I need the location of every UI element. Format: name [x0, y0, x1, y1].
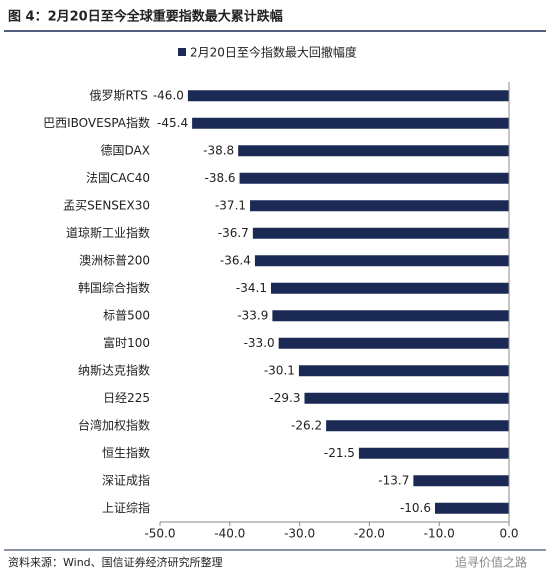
y-tick-label: 标普500 [103, 308, 150, 322]
x-tick-label: -40.0 [214, 527, 245, 541]
bar [358, 447, 509, 459]
y-tick-label: 孟买SENSEX30 [63, 198, 150, 212]
bar [298, 365, 509, 377]
y-tick-label: 上证综指 [102, 500, 150, 515]
x-tick-label: -30.0 [284, 527, 315, 541]
value-label: -38.6 [205, 171, 236, 185]
legend-swatch [178, 48, 186, 56]
y-tick-label: 富时100 [103, 335, 150, 350]
bar [278, 337, 509, 349]
value-label: -38.8 [203, 143, 234, 157]
y-tick-label: 法国CAC40 [86, 171, 150, 185]
bar [250, 200, 510, 212]
y-tick-label: 巴西IBOVESPA指数 [43, 115, 150, 130]
y-tick-label: 纳斯达克指数 [78, 362, 150, 377]
value-label: -36.4 [220, 253, 251, 267]
x-tick-label: 0.0 [499, 527, 518, 541]
x-tick-label: -20.0 [354, 527, 385, 541]
bar [272, 310, 509, 322]
bar [239, 172, 509, 184]
value-label: -30.1 [264, 363, 295, 377]
value-label: -33.0 [244, 336, 275, 350]
chart-title: 图 4：2月20日至今全球重要指数最大累计跌幅 [8, 9, 283, 25]
value-label: -10.6 [400, 501, 431, 515]
y-tick-label: 日经225 [103, 391, 150, 405]
legend-label: 2月20日至今指数最大回撤幅度 [190, 45, 357, 60]
y-tick-label: 澳洲标普200 [79, 253, 150, 267]
value-label: -46.0 [153, 88, 184, 102]
y-tick-label: 道琼斯工业指数 [66, 225, 150, 240]
bar [252, 227, 510, 239]
value-label: -45.4 [157, 116, 188, 130]
bar [326, 420, 509, 432]
bar [187, 90, 510, 102]
x-tick-label: -50.0 [144, 527, 175, 541]
value-label: -37.1 [215, 198, 246, 212]
y-tick-label: 恒生指数 [102, 445, 150, 460]
y-tick-label: 德国DAX [101, 142, 150, 157]
value-label: -29.3 [269, 391, 300, 405]
x-tick-label: -10.0 [424, 527, 455, 541]
bar [192, 117, 509, 129]
y-tick-label: 俄罗斯RTS [89, 88, 147, 102]
value-label: -21.5 [324, 446, 355, 460]
y-tick-label: 韩国综合指数 [78, 280, 150, 295]
bar [435, 502, 509, 514]
value-label: -26.2 [291, 418, 322, 432]
value-label: -34.1 [236, 281, 267, 295]
y-tick-label: 台湾加权指数 [78, 417, 150, 432]
y-tick-label: 深证成指 [102, 472, 150, 487]
source: 资料来源：Wind、国信证券经济研究所整理 [8, 555, 223, 569]
bar [238, 145, 509, 157]
bar [304, 392, 509, 404]
bar [270, 282, 509, 294]
value-label: -36.7 [218, 226, 249, 240]
bar [413, 475, 509, 487]
value-label: -33.9 [237, 308, 268, 322]
watermark: 追寻价值之路 [455, 555, 527, 570]
bar [254, 255, 509, 267]
value-label: -13.7 [378, 473, 409, 487]
